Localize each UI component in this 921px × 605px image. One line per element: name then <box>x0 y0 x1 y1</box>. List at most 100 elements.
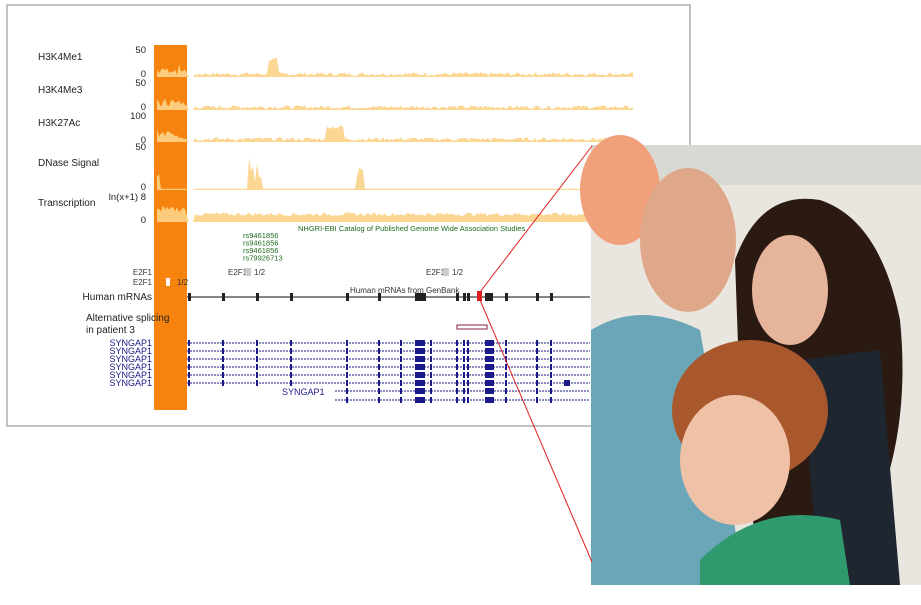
scale-min: 0 <box>141 69 146 80</box>
gene-exon <box>188 380 190 386</box>
snp-label: rs9461856 <box>243 239 278 248</box>
gene-exon <box>415 380 424 386</box>
gene-exon <box>463 397 465 403</box>
gene-exon <box>456 388 458 394</box>
gene-exon <box>423 356 425 362</box>
mrna-exon <box>188 293 191 301</box>
scale-max: ln(x+1) 8 <box>109 192 146 203</box>
gene-exon <box>485 380 494 386</box>
gene-exon <box>290 380 292 386</box>
gene-exon <box>456 348 458 354</box>
gene-label: SYNGAP1 <box>109 346 152 356</box>
e2f1-label: E2F1 <box>133 268 153 277</box>
gene-exon <box>346 340 348 346</box>
gene-exon <box>188 364 190 370</box>
gene-exon <box>456 372 458 378</box>
gene-exon <box>550 397 552 403</box>
gene-exon <box>536 388 538 394</box>
gene-exon <box>378 348 380 354</box>
track-label: H3K27Ac <box>38 118 80 129</box>
scale-max: 50 <box>135 78 146 89</box>
gene-exon <box>378 364 380 370</box>
gene-exon <box>378 356 380 362</box>
mrna-exon <box>536 293 539 301</box>
mrna-exon <box>423 293 426 301</box>
gene-exon <box>400 380 402 386</box>
mrna-exon <box>550 293 553 301</box>
signal-track <box>157 98 633 110</box>
gene-exon <box>415 348 424 354</box>
gene-exon <box>485 348 494 354</box>
gene-exon <box>256 340 258 346</box>
mrna-exon <box>415 293 423 301</box>
gene-exon <box>463 340 465 346</box>
gene-exon <box>463 388 465 394</box>
gene-exon <box>536 340 538 346</box>
gene-exon <box>188 372 190 378</box>
snp-label: rs9461856 <box>243 246 278 255</box>
photo <box>580 135 921 585</box>
e2f1-box <box>166 278 170 286</box>
gene-exon <box>430 397 432 403</box>
gene-label: SYNGAP1 <box>109 354 152 364</box>
gene-exon <box>505 364 507 370</box>
gene-exon <box>463 348 465 354</box>
gene-exon <box>222 340 224 346</box>
gwas-title: NHGRI-EBI Catalog of Published Genome Wi… <box>298 224 525 233</box>
gene-exon <box>467 356 469 362</box>
mrna-exon <box>505 293 508 301</box>
gene-exon <box>415 364 424 370</box>
gene-exon <box>550 388 552 394</box>
gene-exon <box>505 356 507 362</box>
gene-label: SYNGAP1 <box>109 362 152 372</box>
gene-exon <box>290 348 292 354</box>
gene-exon <box>290 340 292 346</box>
e2f1-label: E2F1 <box>228 268 248 277</box>
track-label: DNase Signal <box>38 158 99 169</box>
gene-exon <box>415 340 424 346</box>
e2f1-label: E2F1 <box>426 268 446 277</box>
gene-exon <box>400 388 402 394</box>
mrna-exon <box>456 293 459 301</box>
signal-track <box>157 57 633 77</box>
track-label: H3K4Me1 <box>38 52 83 63</box>
snp-label: rs79926713 <box>243 254 283 263</box>
gene-exon <box>415 388 424 394</box>
gene-exon <box>505 380 507 386</box>
gene-label: SYNGAP1 <box>282 387 325 397</box>
gene-exon <box>505 348 507 354</box>
gene-exon <box>222 372 224 378</box>
mrna-exon <box>222 293 225 301</box>
gene-exon <box>505 340 507 346</box>
gene-exon <box>467 372 469 378</box>
gene-exon <box>290 356 292 362</box>
gene-exon <box>256 372 258 378</box>
gene-exon <box>463 380 465 386</box>
gene-exon <box>550 372 552 378</box>
scale-max: 100 <box>130 111 146 122</box>
mrna-exon <box>485 293 493 301</box>
gene-exon <box>485 340 494 346</box>
gene-exon <box>378 397 380 403</box>
gene-exon <box>378 340 380 346</box>
gene-exon <box>346 364 348 370</box>
gene-exon <box>456 356 458 362</box>
gene-exon <box>467 380 469 386</box>
gene-exon <box>467 340 469 346</box>
gene-exon <box>346 388 348 394</box>
gene-exon <box>256 380 258 386</box>
gene-exon <box>456 364 458 370</box>
e2f1-box <box>443 268 449 276</box>
gene-exon <box>550 348 552 354</box>
gene-exon <box>505 397 507 403</box>
gene-exon <box>346 372 348 378</box>
gene-exon <box>485 364 494 370</box>
gene-exon <box>505 388 507 394</box>
gene-exon <box>415 372 424 378</box>
gene-exon <box>550 340 552 346</box>
track-label: H3K4Me3 <box>38 85 83 96</box>
gene-exon <box>188 348 190 354</box>
gene-exon <box>430 380 432 386</box>
e2f1-box <box>245 268 251 276</box>
